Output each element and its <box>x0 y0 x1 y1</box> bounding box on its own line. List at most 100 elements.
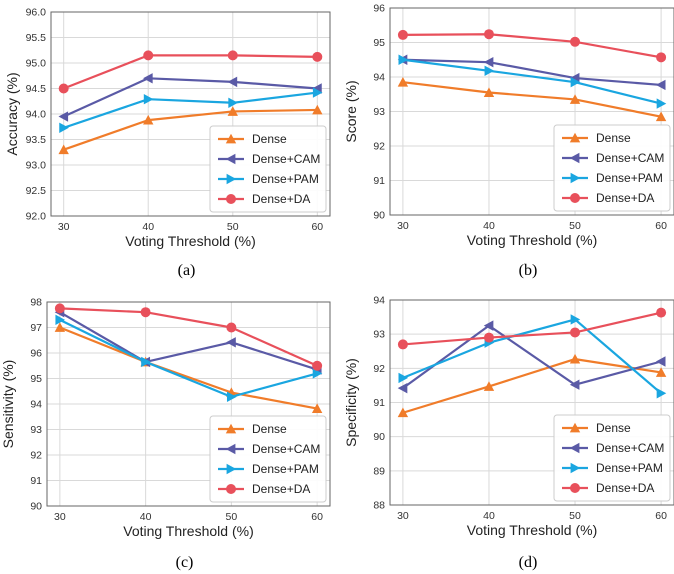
legend-marker <box>570 462 581 474</box>
x-tick-label: 50 <box>569 220 581 232</box>
data-point <box>143 73 153 84</box>
y-axis-title: Sensitivity (%) <box>0 360 16 449</box>
legend-marker <box>569 132 581 143</box>
series-line <box>402 324 662 390</box>
data-point <box>55 314 66 326</box>
y-tick-label: 94.0 <box>26 109 47 121</box>
y-tick-label: 90 <box>373 210 385 222</box>
data-point <box>312 51 323 62</box>
y-tick-label: 91 <box>373 397 385 409</box>
y-tick-label: 95 <box>30 373 42 385</box>
x-tick-label: 50 <box>227 221 239 233</box>
series-dense-da <box>54 303 323 371</box>
series-line <box>59 318 318 398</box>
data-point <box>398 54 409 65</box>
plot-frame <box>50 11 331 217</box>
data-point <box>226 322 237 333</box>
x-tick-label: 50 <box>226 511 238 523</box>
data-point <box>570 76 581 88</box>
data-point <box>655 79 666 91</box>
y-tick-label: 97 <box>30 322 42 334</box>
legend-marker <box>225 423 237 434</box>
data-point <box>59 122 69 133</box>
legend-label: Dense <box>596 131 631 145</box>
data-point <box>58 144 69 155</box>
data-point <box>483 29 494 40</box>
series-line <box>59 326 318 410</box>
data-point <box>58 83 69 94</box>
data-point <box>54 322 66 332</box>
y-tick-label: 91 <box>373 175 385 187</box>
legend: Dense Dense+CAM Dense+PAM Dense+DA <box>209 415 327 503</box>
legend-marker <box>570 483 580 493</box>
y-tick-label: 92 <box>30 450 42 462</box>
legend-marker <box>569 152 580 164</box>
data-point <box>397 407 409 418</box>
data-point <box>655 356 666 367</box>
data-point <box>312 368 323 379</box>
y-tick-label: 96 <box>30 348 42 360</box>
legend-box <box>209 415 327 503</box>
y-tick-label: 95.5 <box>26 32 47 44</box>
plot-frame <box>389 7 674 216</box>
x-tick-label: 40 <box>483 510 495 522</box>
x-tick-label: 40 <box>142 221 154 233</box>
y-tick-label: 94.5 <box>26 83 47 95</box>
y-tick-label: 93 <box>30 424 42 436</box>
data-point <box>484 65 495 76</box>
series-dense-pam <box>398 314 667 399</box>
legend-label: Dense+CAM <box>252 442 320 456</box>
x-tick-label: 60 <box>311 221 323 233</box>
y-tick-label: 92 <box>373 141 385 153</box>
y-axis-title: Score (%) <box>343 80 359 142</box>
legend-marker <box>226 194 236 204</box>
series-dense-pam <box>59 87 323 133</box>
data-point <box>655 111 667 122</box>
y-tick-label: 95 <box>373 37 385 49</box>
x-axis-title: Voting Threshold (%) <box>467 232 597 248</box>
data-point <box>143 114 154 125</box>
series-line <box>63 77 318 118</box>
data-point <box>141 356 151 368</box>
y-tick-label: 92 <box>373 363 385 375</box>
legend-label: Dense <box>252 422 287 436</box>
series-line <box>63 54 318 90</box>
y-tick-label: 93.5 <box>26 134 47 146</box>
data-point <box>656 52 667 63</box>
data-point <box>227 50 238 61</box>
x-tick-label: 60 <box>655 510 667 522</box>
series-dense-cam <box>397 54 666 91</box>
y-tick-label: 92.5 <box>26 185 47 197</box>
legend-marker <box>570 172 581 184</box>
y-tick-label: 93.0 <box>26 160 47 172</box>
series-dense <box>397 76 667 122</box>
legend-marker <box>570 193 580 203</box>
legend-marker <box>226 463 237 475</box>
panel-b: 90 91 92 93 94 95 96 30 40 50 60 Voting Threshold (… <box>343 3 674 279</box>
series-line <box>59 307 318 367</box>
legend: Dense Dense+CAM Dense+PAM Dense+DA <box>209 125 327 213</box>
y-tick-label: 91 <box>30 475 42 487</box>
data-point <box>569 379 580 390</box>
legend-label: Dense+CAM <box>596 151 664 165</box>
series-dense-pam <box>55 314 323 403</box>
y-tick-label: 92.0 <box>26 211 47 223</box>
data-point <box>483 332 494 343</box>
series-dense-cam <box>397 320 666 394</box>
legend: Dense Dense+CAM Dense+PAM Dense+DA <box>553 124 671 212</box>
x-tick-label: 30 <box>54 511 66 523</box>
y-tick-label: 88 <box>373 500 385 512</box>
legend-label: Dense <box>252 132 287 146</box>
legend-marker <box>569 422 581 433</box>
plot-frame <box>46 301 331 507</box>
series-line <box>63 91 318 129</box>
y-tick-label: 89 <box>373 465 385 477</box>
data-point <box>140 307 151 318</box>
legend: Dense Dense+CAM Dense+PAM Dense+DA <box>553 414 671 502</box>
series-line <box>63 108 318 151</box>
data-point <box>656 307 667 318</box>
plot-frame <box>389 299 674 506</box>
data-point <box>311 403 323 414</box>
legend-label: Dense <box>596 421 631 435</box>
